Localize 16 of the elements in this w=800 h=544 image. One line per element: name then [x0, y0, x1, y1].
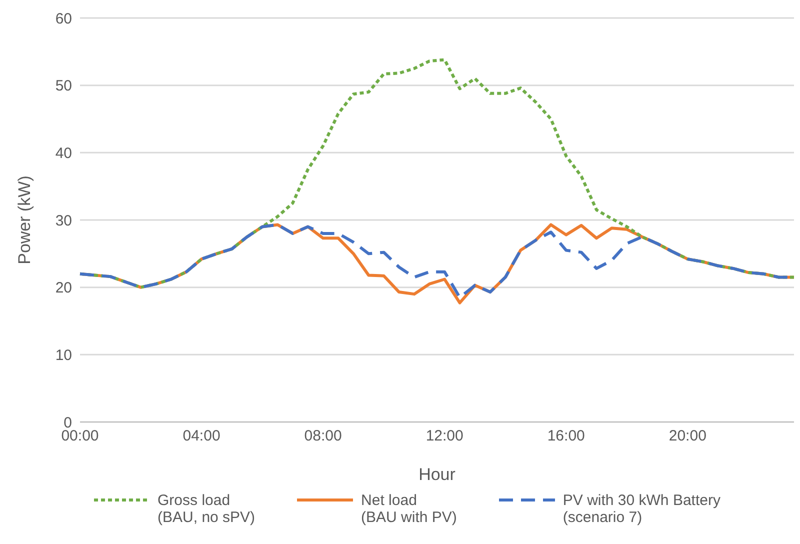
y-axis-title: Power (kW) — [15, 176, 34, 264]
x-tick-label: 20:00 — [668, 428, 706, 445]
y-tick-label: 60 — [55, 10, 72, 28]
y-tick-label: 40 — [55, 144, 72, 162]
y-tick-label: 30 — [55, 212, 72, 230]
legend-label: PV with 30 kWh Battery (scenario 7) — [562, 492, 720, 526]
y-tick-label: 50 — [55, 78, 72, 95]
x-tick-label: 16:00 — [547, 428, 585, 445]
x-tick-label: 08:00 — [304, 428, 342, 445]
y-tick-label: 20 — [55, 280, 72, 297]
legend-label: Net load (BAU with PV) — [361, 492, 457, 526]
x-axis-title: Hour — [418, 465, 456, 484]
x-tick-label: 12:00 — [426, 428, 464, 445]
legend-label: Gross load (BAU, no sPV) — [158, 492, 256, 526]
x-tick-label: 04:00 — [182, 428, 220, 445]
y-tick-label: 10 — [55, 346, 72, 364]
